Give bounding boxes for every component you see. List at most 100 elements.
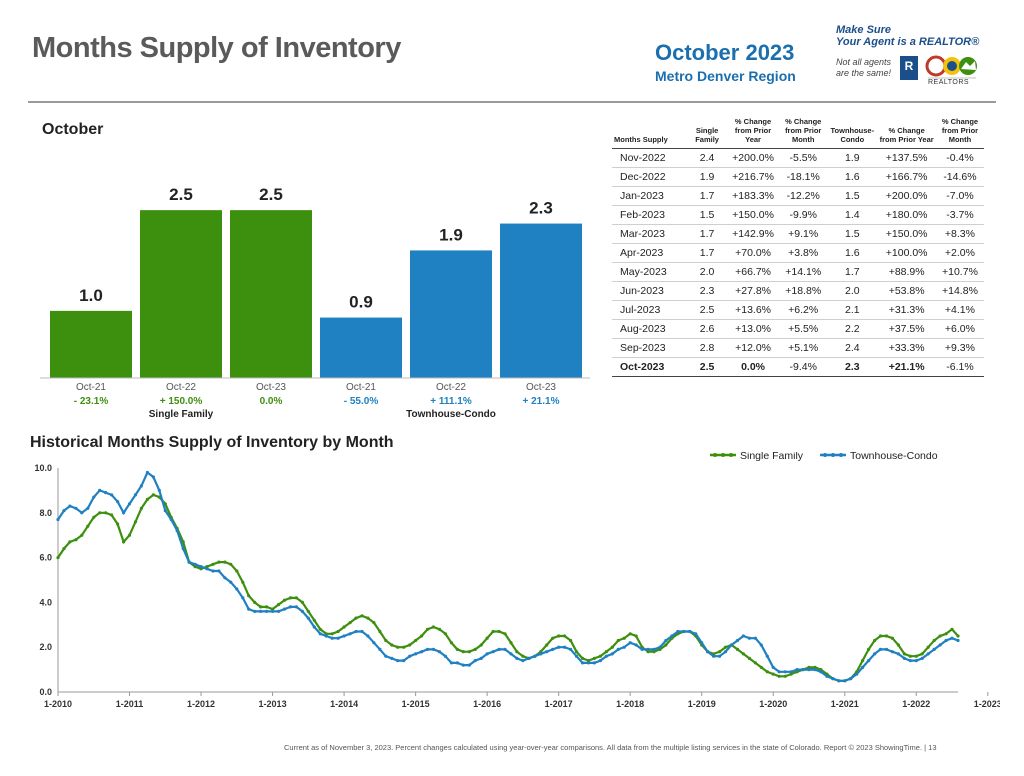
data-point xyxy=(914,659,918,663)
data-point xyxy=(449,661,453,665)
table-cell: Apr-2023 xyxy=(612,243,688,263)
page-title: Months Supply of Inventory xyxy=(32,32,401,64)
y-tick-label: 4.0 xyxy=(39,597,52,607)
data-point xyxy=(497,629,501,634)
x-tick-label: 1-2016 xyxy=(473,699,501,709)
data-point xyxy=(271,609,275,613)
bar-value-label: 2.5 xyxy=(169,185,193,204)
table-cell: +100.0% xyxy=(877,243,936,263)
data-point xyxy=(211,562,215,566)
table-cell: 2.1 xyxy=(827,300,878,320)
data-point xyxy=(759,643,763,647)
data-point xyxy=(873,638,877,643)
data-point xyxy=(723,645,728,649)
table-header-row: Months Supply Single Family % Change fro… xyxy=(612,117,984,149)
data-point xyxy=(360,614,364,618)
data-point xyxy=(557,645,561,649)
report-period: October 2023 xyxy=(655,40,795,65)
footer-note: Current as of November 3, 2023. Percent … xyxy=(284,743,937,752)
data-point xyxy=(414,652,418,656)
data-point xyxy=(849,677,853,681)
data-point xyxy=(127,502,132,506)
data-point xyxy=(920,652,924,656)
data-point xyxy=(235,569,239,573)
data-point xyxy=(193,565,197,569)
table-cell: +4.1% xyxy=(935,300,984,320)
data-point xyxy=(342,634,346,638)
data-point xyxy=(747,636,752,640)
data-point xyxy=(789,670,793,674)
table-cell: -18.1% xyxy=(779,167,828,187)
table-cell: Feb-2023 xyxy=(612,205,688,225)
table-cell: +5.5% xyxy=(779,319,828,339)
data-point xyxy=(420,650,424,654)
data-point xyxy=(807,665,811,669)
table-cell: 2.5 xyxy=(687,357,727,377)
data-point xyxy=(628,632,632,636)
data-point xyxy=(193,562,197,566)
data-point xyxy=(348,632,352,636)
data-point xyxy=(622,636,626,640)
data-point xyxy=(628,641,632,645)
table-cell: 2.3 xyxy=(827,357,878,377)
data-point xyxy=(449,641,453,645)
data-point xyxy=(545,643,549,647)
data-point xyxy=(718,650,722,654)
data-point xyxy=(431,647,436,651)
data-point xyxy=(414,638,418,643)
data-point xyxy=(312,618,316,622)
data-point xyxy=(408,654,412,658)
data-point xyxy=(360,629,364,634)
data-point xyxy=(694,632,698,636)
table-header-cell: % Change from Prior Year xyxy=(726,117,780,149)
data-point xyxy=(664,638,668,643)
table-row: Jun-2023 2.3 +27.8% +18.8% 2.0 +53.8% +14.8% xyxy=(612,281,984,301)
table-row: Oct-2023 2.5 0.0% -9.4% 2.3 +21.1% -6.1% xyxy=(612,357,984,377)
data-point xyxy=(700,641,704,645)
data-point xyxy=(747,656,752,660)
data-point xyxy=(122,540,126,544)
realtor-brand-block: Make Sure Your Agent is a REALTOR® Not a… xyxy=(836,24,996,94)
data-point xyxy=(604,650,608,654)
table-cell: -12.2% xyxy=(779,186,828,206)
bar-category-label: Oct-23 xyxy=(256,382,286,393)
table-cell: -9.4% xyxy=(779,357,828,377)
data-point xyxy=(241,596,245,600)
header-divider xyxy=(28,101,996,103)
data-point xyxy=(682,629,686,634)
data-point xyxy=(169,517,173,522)
table-cell: 1.5 xyxy=(687,205,727,225)
data-point xyxy=(402,645,406,649)
data-point xyxy=(509,652,513,656)
legend-marker xyxy=(721,453,725,457)
data-point xyxy=(807,668,811,672)
data-point xyxy=(509,641,513,645)
data-point xyxy=(443,632,447,636)
data-point xyxy=(259,605,263,609)
data-point xyxy=(491,650,495,654)
data-point xyxy=(425,647,430,651)
data-point xyxy=(652,650,656,654)
data-point xyxy=(181,540,185,544)
data-point xyxy=(98,511,102,515)
x-tick-label: 1-2017 xyxy=(545,699,573,709)
table-cell: Jul-2023 xyxy=(612,300,688,320)
x-tick-label: 1-2021 xyxy=(831,699,859,709)
table-cell: +142.9% xyxy=(726,224,780,244)
data-point xyxy=(62,509,66,513)
bar-change-label: - 55.0% xyxy=(344,396,379,407)
data-point xyxy=(288,605,293,609)
table-cell: +166.7% xyxy=(877,167,936,187)
table-cell: +53.8% xyxy=(877,281,936,301)
bar-value-label: 1.0 xyxy=(79,286,103,305)
data-point xyxy=(843,679,847,683)
legend-marker xyxy=(831,453,835,457)
data-point xyxy=(127,533,132,537)
table-cell: +9.3% xyxy=(935,338,984,358)
data-point xyxy=(223,576,227,580)
data-point xyxy=(86,506,90,510)
bar-townhouse-condo-oct-21 xyxy=(320,317,402,378)
table-cell: May-2023 xyxy=(612,262,688,282)
data-point xyxy=(926,652,930,656)
table-cell: Dec-2022 xyxy=(612,167,688,187)
